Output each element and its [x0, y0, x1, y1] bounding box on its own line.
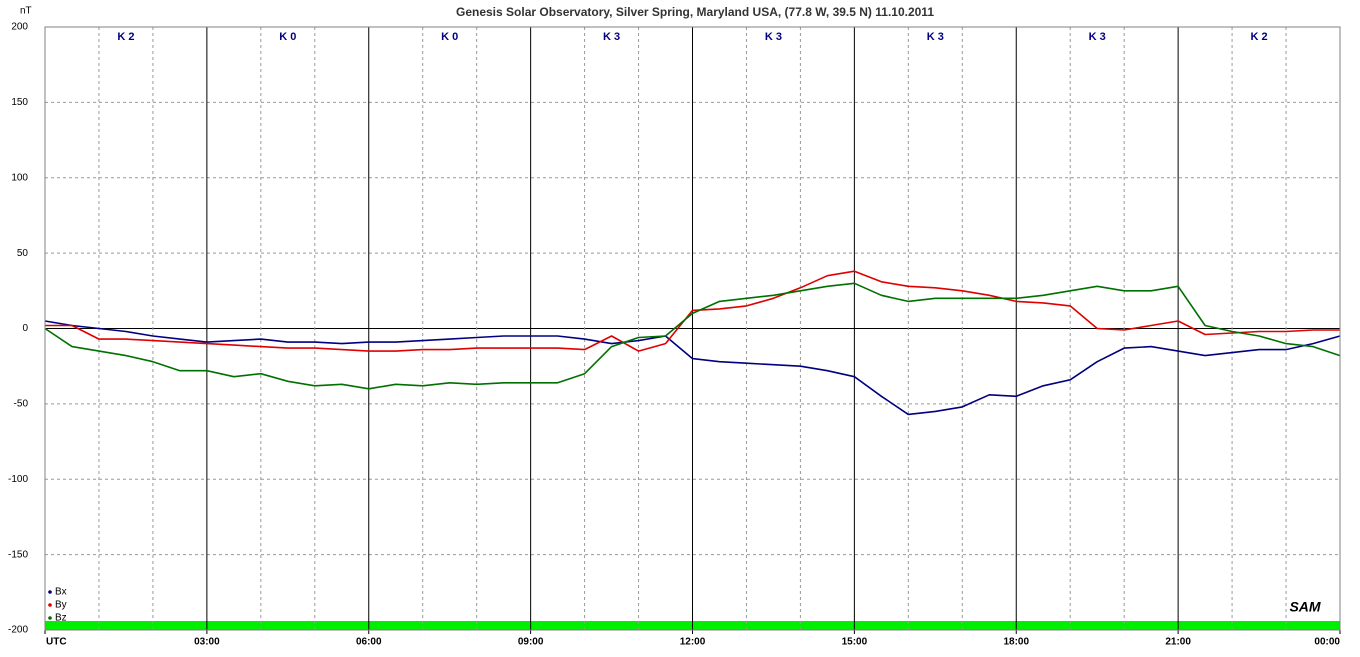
x-tick-label: 00:00 — [1314, 637, 1340, 648]
legend-label: Bx — [55, 587, 67, 598]
k-index-label: K 0 — [441, 31, 458, 43]
k-index-label: K 3 — [603, 31, 620, 43]
y-tick-label: 150 — [11, 97, 28, 108]
legend-marker — [48, 590, 52, 594]
k-index-label: K 3 — [1089, 31, 1106, 43]
legend-marker — [48, 603, 52, 607]
logo: SAM — [1289, 599, 1320, 615]
x-tick-label: UTC — [46, 637, 67, 648]
plot: -200 -150 -100 -50 0 50 100 150 200 UTC 03:00 06:00… — [8, 22, 1341, 648]
y-tick-label: -50 — [14, 399, 29, 410]
k-index-label: K 0 — [279, 31, 296, 43]
x-tick-label: 12:00 — [680, 637, 706, 648]
legend-label: Bz — [55, 613, 67, 624]
legend-marker — [48, 616, 52, 620]
y-tick-label: -200 — [8, 625, 28, 636]
k-index-label: K 2 — [117, 31, 134, 43]
legend-label: By — [55, 600, 67, 611]
x-tick-label: 15:00 — [842, 637, 868, 648]
y-axis-label: nT — [20, 6, 32, 17]
k-index-label: K 3 — [765, 31, 782, 43]
k-index-label: K 2 — [1251, 31, 1268, 43]
data-line — [44, 282, 1341, 390]
x-tick-label: 21:00 — [1165, 637, 1191, 648]
y-tick-label: 100 — [11, 172, 28, 183]
x-tick-label: 03:00 — [194, 637, 220, 648]
x-tick-label: 18:00 — [1003, 637, 1029, 648]
plot-frame — [44, 26, 1341, 631]
data-line — [44, 320, 1341, 416]
y-tick-label: 0 — [22, 323, 28, 334]
y-tick-label: 200 — [11, 22, 28, 33]
chart-title: Genesis Solar Observatory, Silver Spring… — [456, 5, 934, 19]
x-tick-label: 09:00 — [518, 637, 544, 648]
y-tick-label: 50 — [17, 248, 29, 259]
x-tick-label: 06:00 — [356, 637, 382, 648]
k-index-label: K 3 — [927, 31, 944, 43]
y-tick-label: -150 — [8, 549, 28, 560]
data-line — [45, 270, 1340, 352]
y-tick-label: -100 — [8, 474, 28, 485]
